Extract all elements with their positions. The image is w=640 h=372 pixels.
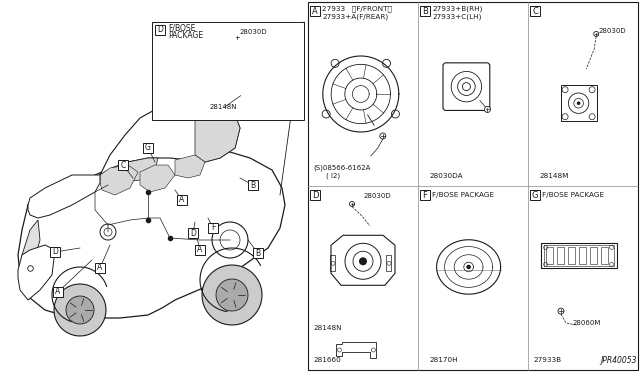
Text: A: A	[179, 196, 184, 205]
Text: F/BOSE: F/BOSE	[168, 23, 195, 32]
FancyBboxPatch shape	[248, 180, 258, 190]
FancyBboxPatch shape	[118, 160, 128, 170]
Text: F: F	[211, 224, 215, 232]
Circle shape	[467, 265, 471, 269]
Bar	[557, 247, 564, 264]
Bar	[152, 22, 304, 120]
FancyBboxPatch shape	[50, 247, 60, 257]
Text: F/BOSE PACKAGE: F/BOSE PACKAGE	[542, 192, 604, 198]
Text: 28030DA: 28030DA	[429, 173, 463, 179]
Text: F: F	[422, 190, 428, 199]
Text: 27933+A(F/REAR): 27933+A(F/REAR)	[322, 14, 388, 20]
Circle shape	[255, 82, 259, 86]
FancyBboxPatch shape	[310, 190, 320, 200]
Text: A: A	[97, 263, 102, 273]
Text: 28148M: 28148M	[539, 173, 568, 179]
Text: G: G	[532, 190, 538, 199]
FancyBboxPatch shape	[530, 190, 540, 200]
Polygon shape	[216, 279, 248, 311]
Circle shape	[484, 106, 490, 112]
Circle shape	[577, 102, 580, 105]
Polygon shape	[100, 98, 240, 175]
Bar	[386, 255, 391, 271]
Bar	[308, 2, 638, 370]
FancyBboxPatch shape	[195, 245, 205, 255]
Text: F/BOSE PACKAGE: F/BOSE PACKAGE	[432, 192, 494, 198]
Text: 27933+B(RH): 27933+B(RH)	[432, 6, 483, 12]
Bar	[568, 247, 575, 264]
Text: (S)08566-6162A: (S)08566-6162A	[313, 165, 371, 171]
Text: 28030D: 28030D	[240, 29, 268, 35]
FancyBboxPatch shape	[188, 228, 198, 238]
Text: 281660: 281660	[313, 357, 340, 363]
Text: C: C	[532, 6, 538, 16]
Bar	[589, 247, 596, 264]
Bar	[600, 247, 608, 264]
Bar	[330, 255, 335, 271]
Bar	[240, 67, 274, 101]
Text: B: B	[250, 180, 255, 189]
Text: D: D	[312, 190, 318, 199]
Polygon shape	[28, 175, 100, 218]
Text: PACKAGE: PACKAGE	[168, 32, 203, 41]
FancyBboxPatch shape	[53, 287, 63, 297]
Text: C: C	[120, 160, 125, 170]
Circle shape	[234, 35, 239, 39]
Text: D: D	[52, 247, 58, 257]
FancyBboxPatch shape	[155, 25, 165, 35]
FancyBboxPatch shape	[177, 195, 187, 205]
Polygon shape	[22, 220, 40, 268]
Polygon shape	[66, 296, 94, 324]
Polygon shape	[100, 165, 138, 195]
Bar	[543, 246, 614, 266]
FancyBboxPatch shape	[420, 6, 430, 16]
Polygon shape	[18, 148, 285, 318]
Text: B: B	[255, 248, 260, 257]
Circle shape	[380, 133, 386, 139]
Text: JPR40053: JPR40053	[600, 356, 637, 365]
Text: 28030D: 28030D	[598, 28, 626, 34]
Text: ( I2): ( I2)	[326, 173, 340, 179]
Text: 27933B: 27933B	[533, 357, 561, 363]
FancyBboxPatch shape	[310, 6, 320, 16]
Text: D: D	[190, 228, 196, 237]
Circle shape	[349, 202, 355, 206]
Polygon shape	[18, 245, 55, 300]
FancyBboxPatch shape	[95, 263, 105, 273]
Text: A: A	[312, 6, 318, 16]
Bar	[561, 85, 596, 121]
Circle shape	[359, 257, 367, 265]
Polygon shape	[195, 98, 240, 162]
Polygon shape	[202, 265, 262, 325]
Polygon shape	[100, 158, 158, 182]
Polygon shape	[54, 284, 106, 336]
Text: 28060M: 28060M	[573, 320, 602, 326]
Text: B: B	[422, 6, 428, 16]
Text: D: D	[157, 26, 163, 35]
Bar	[545, 247, 553, 264]
FancyBboxPatch shape	[253, 248, 263, 258]
FancyBboxPatch shape	[143, 143, 153, 153]
Text: 28148N: 28148N	[313, 325, 342, 331]
FancyBboxPatch shape	[530, 6, 540, 16]
Text: 27933   〈F/FRONT〉: 27933 〈F/FRONT〉	[322, 6, 392, 12]
Text: 28030D: 28030D	[364, 193, 392, 199]
FancyBboxPatch shape	[208, 223, 218, 233]
Circle shape	[558, 308, 564, 314]
Bar	[541, 243, 616, 269]
FancyBboxPatch shape	[420, 190, 430, 200]
Text: G: G	[145, 144, 151, 153]
Text: A: A	[56, 288, 61, 296]
FancyBboxPatch shape	[443, 63, 490, 110]
Bar	[579, 247, 586, 264]
Circle shape	[594, 32, 598, 36]
Text: 28170H: 28170H	[429, 357, 458, 363]
Text: 28148N: 28148N	[210, 104, 237, 110]
Text: 27933+C(LH): 27933+C(LH)	[432, 14, 481, 20]
Text: A: A	[197, 246, 203, 254]
Polygon shape	[140, 165, 175, 192]
Polygon shape	[175, 155, 205, 178]
